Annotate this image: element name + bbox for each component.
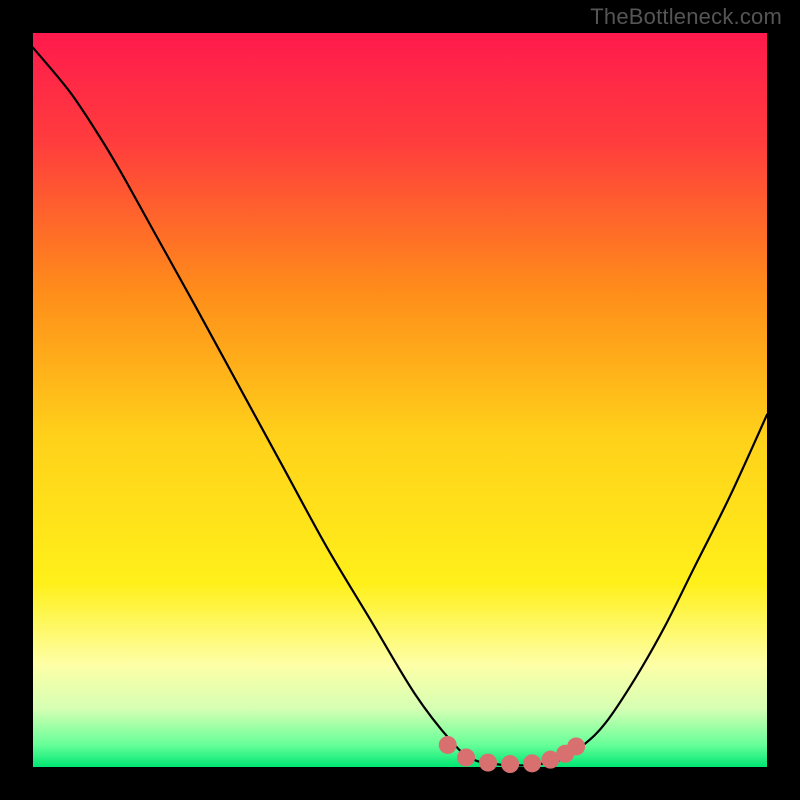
gradient-background bbox=[33, 33, 767, 767]
watermark-text: TheBottleneck.com bbox=[590, 4, 782, 30]
plot-border-left bbox=[0, 0, 33, 800]
plot-border-bottom bbox=[0, 767, 800, 800]
chart-container: TheBottleneck.com bbox=[0, 0, 800, 800]
plot-border-right bbox=[767, 0, 800, 800]
